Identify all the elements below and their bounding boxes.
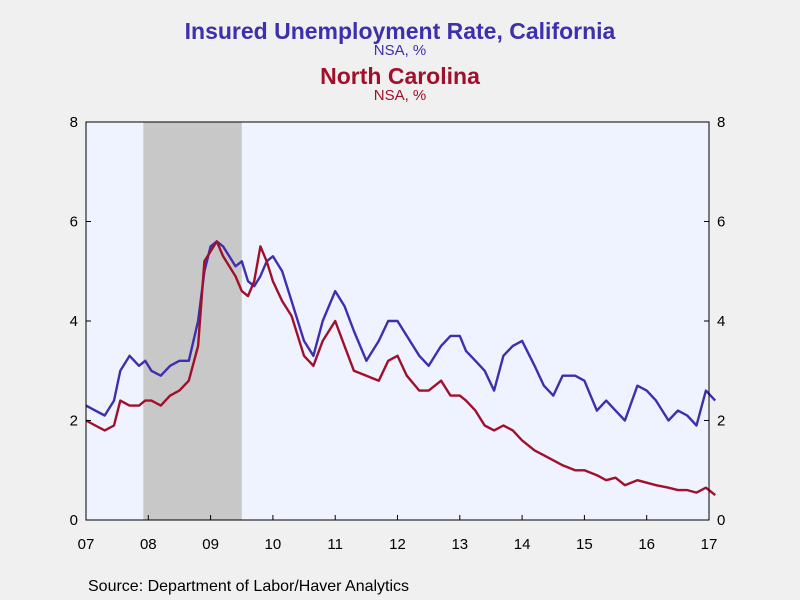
y-tick-label-right: 6 [717,214,725,231]
chart-subtitle-2: NSA, % [373,87,427,104]
y-tick-label-right: 2 [717,413,725,430]
chart-title: Insured Unemployment Rate, California [184,18,616,44]
x-tick-label: 10 [265,536,282,553]
x-tick-label: 11 [327,536,343,553]
y-tick-label-right: 0 [717,512,725,529]
x-tick-label: 17 [701,536,718,553]
chart-title-2: North Carolina [320,63,480,89]
x-tick-label: 13 [451,536,468,553]
x-tick-label: 12 [389,536,406,553]
recession-band [143,122,242,520]
x-tick-label: 07 [78,536,95,553]
y-tick-label-left: 8 [70,114,78,131]
y-tick-label-left: 0 [70,512,78,529]
y-tick-label-left: 4 [70,313,78,330]
y-tick-label-right: 8 [717,114,725,131]
series-line-california [85,240,717,427]
x-tick-label: 16 [638,536,655,553]
x-tick-label: 08 [140,536,157,553]
x-tick-label: 15 [576,536,593,553]
x-tick-label: 14 [514,536,531,553]
y-tick-label-right: 4 [717,313,725,330]
series-line-north-carolina [85,240,716,497]
y-tick-label-left: 6 [70,214,78,231]
x-tick-label: 09 [202,536,219,553]
source-note: Source: Department of Labor/Haver Analyt… [88,578,410,595]
y-tick-label-left: 2 [70,413,78,430]
chart-subtitle: NSA, % [373,42,427,59]
